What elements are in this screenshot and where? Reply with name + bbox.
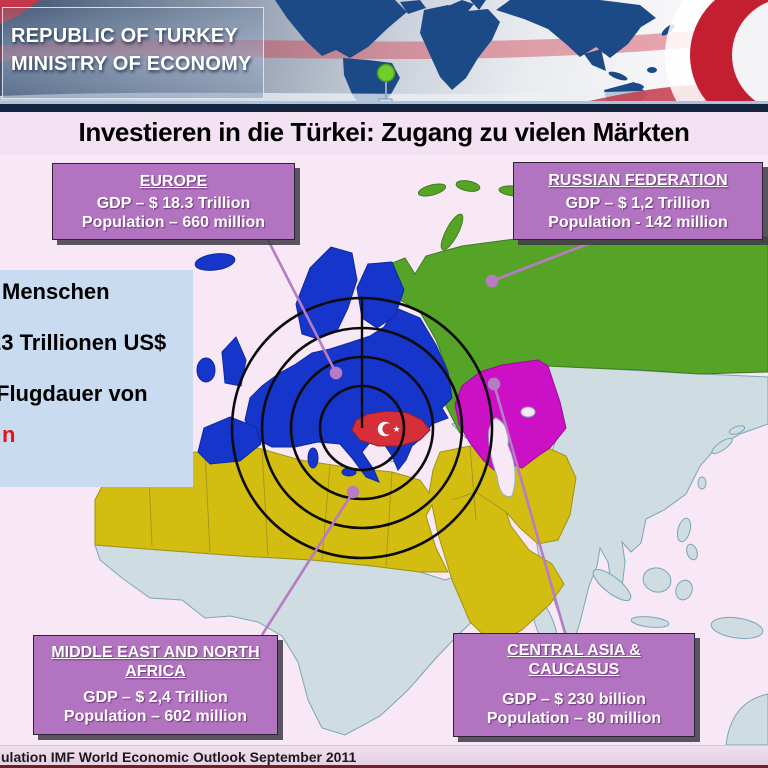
dot-russia bbox=[485, 274, 499, 288]
connector-europe bbox=[266, 239, 338, 374]
callout-central-asia-population: Population – 80 million bbox=[486, 710, 662, 727]
info-line-flugdauer: Flugdauer von bbox=[0, 381, 148, 406]
callout-connectors bbox=[260, 238, 599, 636]
distance-rings bbox=[230, 296, 494, 560]
turkey-flag-crescent-inner bbox=[382, 423, 394, 435]
footer-accent-bar bbox=[0, 765, 768, 768]
dot-mena bbox=[346, 485, 360, 499]
callout-mena-gdp: GDP – $ 2,4 Trillion bbox=[83, 689, 228, 706]
dot-europe bbox=[329, 366, 343, 380]
callout-russia: RUSSIAN FEDERATION GDP – $ 1,2 Trillion … bbox=[513, 162, 763, 240]
header-banner: REPUBLIC OF TURKEY MINISTRY OF ECONOMY bbox=[0, 0, 768, 112]
map-region-central-asia bbox=[454, 359, 567, 471]
header-divider-light bbox=[0, 101, 768, 104]
callout-mena: MIDDLE EAST AND NORTH AFRICA GDP – $ 2,4… bbox=[33, 635, 278, 735]
org-line1: REPUBLIC OF TURKEY bbox=[11, 25, 238, 47]
connector-russia bbox=[491, 238, 599, 283]
map-region-turkey bbox=[351, 410, 431, 447]
callout-central-asia: CENTRAL ASIA & CAUCASUS GDP – $ 230 bill… bbox=[453, 633, 695, 737]
footer-source-text: ulation IMF World Economic Outlook Septe… bbox=[1, 749, 357, 765]
turkey-flag-star bbox=[393, 425, 400, 432]
callout-europe: EUROPE GDP – $ 18.3 Trillion Population … bbox=[52, 163, 295, 240]
map-aral-sea bbox=[520, 406, 536, 418]
info-line-menschen: Menschen bbox=[2, 279, 110, 304]
map-region-mena bbox=[94, 445, 577, 646]
footer-strip: ulation IMF World Economic Outlook Septe… bbox=[0, 745, 768, 768]
callout-europe-population: Population – 660 million bbox=[81, 214, 266, 231]
callout-europe-gdp: GDP – $ 18.3 Trillion bbox=[96, 195, 251, 212]
callout-russia-gdp: GDP – $ 1,2 Trillion bbox=[565, 195, 711, 212]
info-panel: Menschen 23 Trillionen US$ Flugdauer von… bbox=[0, 270, 193, 487]
callout-europe-title: EUROPE bbox=[139, 173, 208, 190]
connector-dots bbox=[329, 274, 501, 499]
callout-central-asia-title: CENTRAL ASIA & CAUCASUS bbox=[507, 642, 641, 678]
location-pin-icon bbox=[376, 63, 396, 83]
dot-central-asia bbox=[487, 377, 501, 391]
map-caspian-sea bbox=[488, 417, 516, 498]
header-divider-dark bbox=[0, 104, 768, 112]
callout-russia-population: Population - 142 million bbox=[548, 214, 728, 231]
slide-title: Investieren in die Türkei: Zugang zu vie… bbox=[78, 117, 690, 147]
org-line2: MINISTRY OF ECONOMY bbox=[11, 53, 252, 75]
ministry-title-panel: REPUBLIC OF TURKEY MINISTRY OF ECONOMY bbox=[2, 7, 264, 99]
crescent-white-circle bbox=[732, 2, 768, 108]
info-line-red: n bbox=[2, 422, 16, 447]
connector-mena bbox=[260, 491, 355, 636]
callout-russia-title: RUSSIAN FEDERATION bbox=[548, 172, 728, 189]
callout-mena-population: Population – 602 million bbox=[63, 708, 248, 725]
connector-central-asia bbox=[492, 383, 567, 634]
callout-central-asia-gdp: GDP – $ 230 billion bbox=[502, 691, 646, 708]
callout-mena-title: MIDDLE EAST AND NORTH AFRICA bbox=[51, 644, 260, 680]
info-line-trillionen: 23 Trillionen US$ bbox=[0, 330, 167, 355]
